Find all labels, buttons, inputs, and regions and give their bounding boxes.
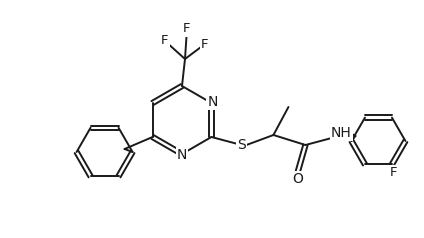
Text: N: N bbox=[207, 95, 218, 109]
Text: F: F bbox=[183, 23, 191, 35]
Text: NH: NH bbox=[331, 126, 352, 140]
Text: F: F bbox=[161, 35, 169, 48]
Text: S: S bbox=[237, 138, 246, 152]
Text: N: N bbox=[177, 148, 187, 162]
Text: F: F bbox=[201, 38, 209, 50]
Text: O: O bbox=[292, 172, 303, 186]
Text: F: F bbox=[390, 166, 398, 179]
